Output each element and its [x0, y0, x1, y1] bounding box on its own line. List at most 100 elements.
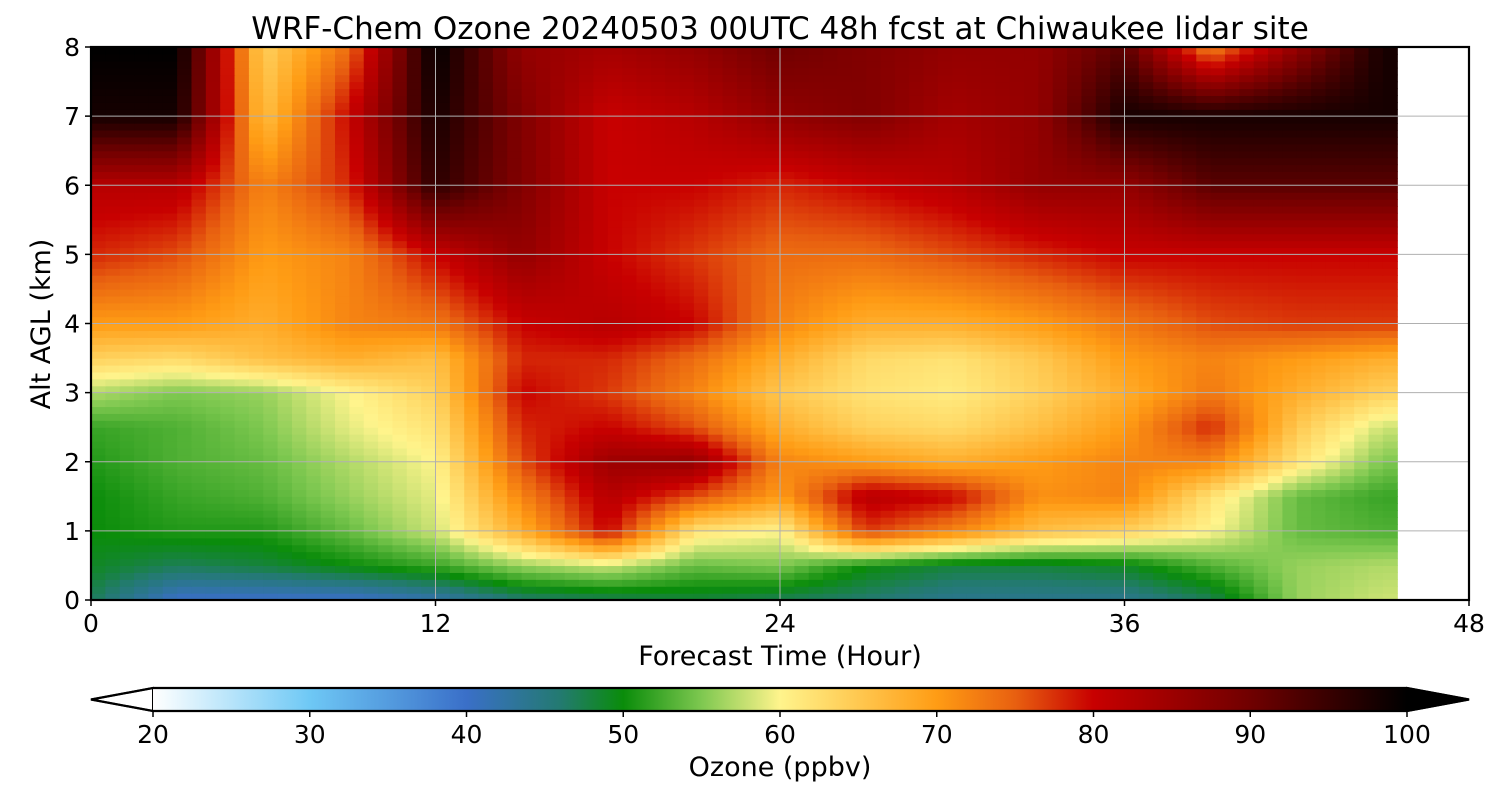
heatmap-cell — [1110, 523, 1126, 532]
heatmap-cell — [1268, 392, 1283, 401]
heatmap-cell — [363, 482, 379, 490]
heatmap-cell — [406, 461, 422, 470]
heatmap-cell — [378, 330, 394, 338]
heatmap-cell — [1095, 282, 1111, 290]
heatmap-cell — [665, 364, 681, 373]
heatmap-cell — [1239, 219, 1255, 228]
heatmap-cell — [780, 551, 795, 560]
heatmap-cell — [650, 468, 666, 477]
heatmap-cell — [177, 351, 193, 359]
heatmap-cell — [1282, 275, 1298, 283]
heatmap-cell — [765, 537, 781, 546]
heatmap-cell — [1311, 489, 1327, 497]
heatmap-cell — [162, 247, 178, 255]
heatmap-cell — [306, 288, 322, 297]
heatmap-cell — [780, 302, 795, 311]
heatmap-cell — [851, 441, 867, 449]
heatmap-cell — [550, 392, 566, 401]
heatmap-cell — [1210, 254, 1226, 262]
heatmap-cell — [1052, 323, 1068, 332]
heatmap-cell — [693, 323, 709, 332]
heatmap-cell — [837, 337, 853, 345]
heatmap-cell — [220, 454, 236, 463]
heatmap-cell — [1239, 537, 1255, 546]
heatmap-cell — [220, 579, 236, 587]
heatmap-cell — [435, 302, 451, 311]
heatmap-cell — [1196, 482, 1212, 490]
heatmap-cell — [794, 282, 810, 290]
heatmap-cell — [234, 551, 250, 560]
heatmap-cell — [1268, 551, 1283, 560]
heatmap-cell — [507, 434, 523, 442]
heatmap-cell — [1110, 288, 1126, 297]
heatmap-cell — [636, 551, 652, 560]
heatmap-cell — [1368, 530, 1384, 539]
heatmap-cell — [937, 240, 953, 249]
heatmap-cell — [1095, 565, 1111, 573]
heatmap-cell — [349, 447, 365, 456]
heatmap-cell — [1325, 371, 1341, 380]
heatmap-cell — [909, 496, 925, 504]
heatmap-cell — [248, 489, 264, 497]
heatmap-cell — [248, 565, 264, 573]
heatmap-cell — [521, 385, 537, 394]
heatmap-cell — [1181, 254, 1197, 262]
heatmap-cell — [1224, 268, 1240, 276]
heatmap-cell — [320, 579, 336, 587]
heatmap-cell — [1368, 295, 1384, 304]
heatmap-cell — [851, 378, 867, 387]
heatmap-cell — [335, 434, 350, 442]
heatmap-cell — [1196, 551, 1212, 560]
heatmap-cell — [1081, 517, 1097, 525]
heatmap-cell — [363, 399, 379, 408]
heatmap-cell — [1253, 503, 1269, 511]
heatmap-cell — [119, 454, 135, 463]
heatmap-cell — [449, 441, 465, 449]
heatmap-cell — [1339, 558, 1355, 567]
heatmap-cell — [636, 413, 652, 421]
heatmap-cell — [1138, 275, 1154, 283]
heatmap-cell — [1196, 434, 1212, 442]
heatmap-cell — [105, 392, 121, 401]
heatmap-cell — [464, 461, 480, 470]
heatmap-cell — [1224, 427, 1240, 435]
heatmap-cell — [406, 233, 422, 242]
heatmap-cell — [1024, 517, 1039, 525]
heatmap-cell — [1354, 489, 1370, 497]
heatmap-cell — [134, 572, 150, 580]
heatmap-cell — [1239, 475, 1255, 484]
heatmap-cell — [177, 275, 193, 283]
heatmap-cell — [234, 413, 250, 421]
heatmap-cell — [421, 468, 437, 477]
heatmap-cell — [220, 330, 236, 338]
heatmap-cell — [205, 323, 221, 332]
heatmap-cell — [1282, 316, 1298, 325]
heatmap-cell — [866, 399, 882, 408]
heatmap-cell — [751, 523, 767, 532]
heatmap-cell — [794, 247, 810, 255]
heatmap-cell — [478, 441, 494, 449]
heatmap-cell — [162, 337, 178, 345]
heatmap-cell — [736, 517, 752, 525]
heatmap-cell — [1311, 475, 1327, 484]
heatmap-cell — [851, 406, 867, 414]
heatmap-cell — [665, 579, 681, 587]
heatmap-cell — [1181, 489, 1197, 497]
heatmap-cell — [205, 537, 221, 546]
heatmap-cell — [449, 420, 465, 428]
heatmap-cell — [1325, 358, 1341, 366]
heatmap-cell — [220, 261, 236, 269]
heatmap-cell — [650, 551, 666, 560]
heatmap-cell — [952, 226, 968, 235]
heatmap-cell — [177, 441, 193, 449]
heatmap-cell — [1282, 378, 1298, 387]
heatmap-cell — [952, 572, 968, 580]
heatmap-cell — [722, 406, 738, 414]
heatmap-cell — [808, 413, 824, 421]
heatmap-cell — [248, 427, 264, 435]
heatmap-cell — [894, 309, 910, 318]
heatmap-cell — [1110, 454, 1126, 463]
heatmap-cell — [349, 586, 365, 594]
heatmap-cell — [1095, 406, 1111, 414]
heatmap-cell — [263, 268, 279, 276]
